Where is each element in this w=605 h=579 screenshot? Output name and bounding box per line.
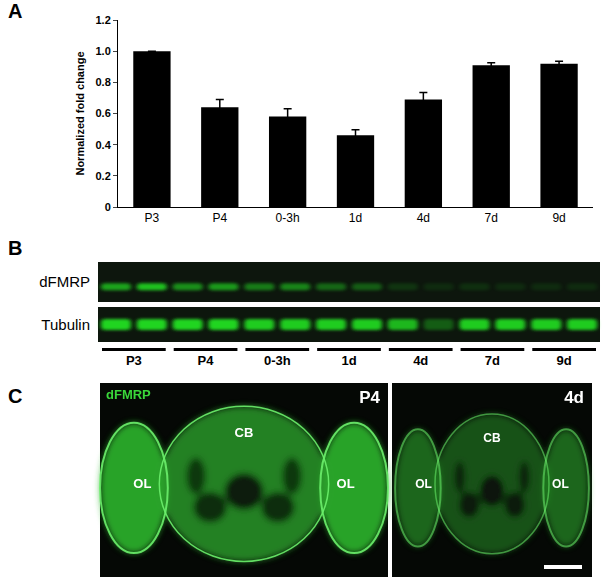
svg-text:0: 0	[105, 201, 111, 213]
svg-text:1.2: 1.2	[96, 14, 111, 26]
svg-text:CB: CB	[483, 431, 501, 445]
svg-text:7d: 7d	[485, 353, 500, 368]
svg-text:B: B	[8, 237, 22, 259]
svg-text:P4: P4	[212, 211, 227, 225]
svg-text:OL: OL	[415, 477, 432, 491]
svg-text:Normalized fold change: Normalized fold change	[74, 51, 86, 175]
svg-text:0.6: 0.6	[96, 107, 111, 119]
svg-text:C: C	[8, 385, 22, 407]
svg-text:OL: OL	[552, 477, 569, 491]
svg-text:P3: P3	[126, 353, 142, 368]
svg-text:4d: 4d	[413, 353, 428, 368]
svg-text:dFMRP: dFMRP	[39, 273, 90, 290]
svg-text:P4: P4	[359, 388, 380, 407]
html-text:A: A	[8, 0, 23, 22]
svg-text:0.4: 0.4	[96, 139, 112, 151]
svg-text:1.0: 1.0	[96, 45, 111, 57]
svg-text:4d: 4d	[417, 211, 430, 225]
svg-text:4d: 4d	[564, 388, 584, 407]
svg-text:P4: P4	[198, 353, 215, 368]
svg-text:0.2: 0.2	[96, 170, 111, 182]
svg-text:0.8: 0.8	[96, 76, 111, 88]
svg-text:0-3h: 0-3h	[264, 353, 291, 368]
svg-text:1d: 1d	[341, 353, 356, 368]
svg-text:9d: 9d	[552, 211, 565, 225]
svg-text:9d: 9d	[557, 353, 572, 368]
svg-text:7d: 7d	[485, 211, 498, 225]
svg-text:P3: P3	[145, 211, 160, 225]
svg-text:OL: OL	[133, 476, 151, 491]
svg-text:1d: 1d	[349, 211, 362, 225]
svg-text:dFMRP: dFMRP	[106, 387, 151, 402]
svg-text:0-3h: 0-3h	[276, 211, 300, 225]
svg-text:CB: CB	[235, 425, 254, 440]
svg-text:OL: OL	[337, 476, 355, 491]
svg-text:Tubulin: Tubulin	[41, 316, 90, 333]
